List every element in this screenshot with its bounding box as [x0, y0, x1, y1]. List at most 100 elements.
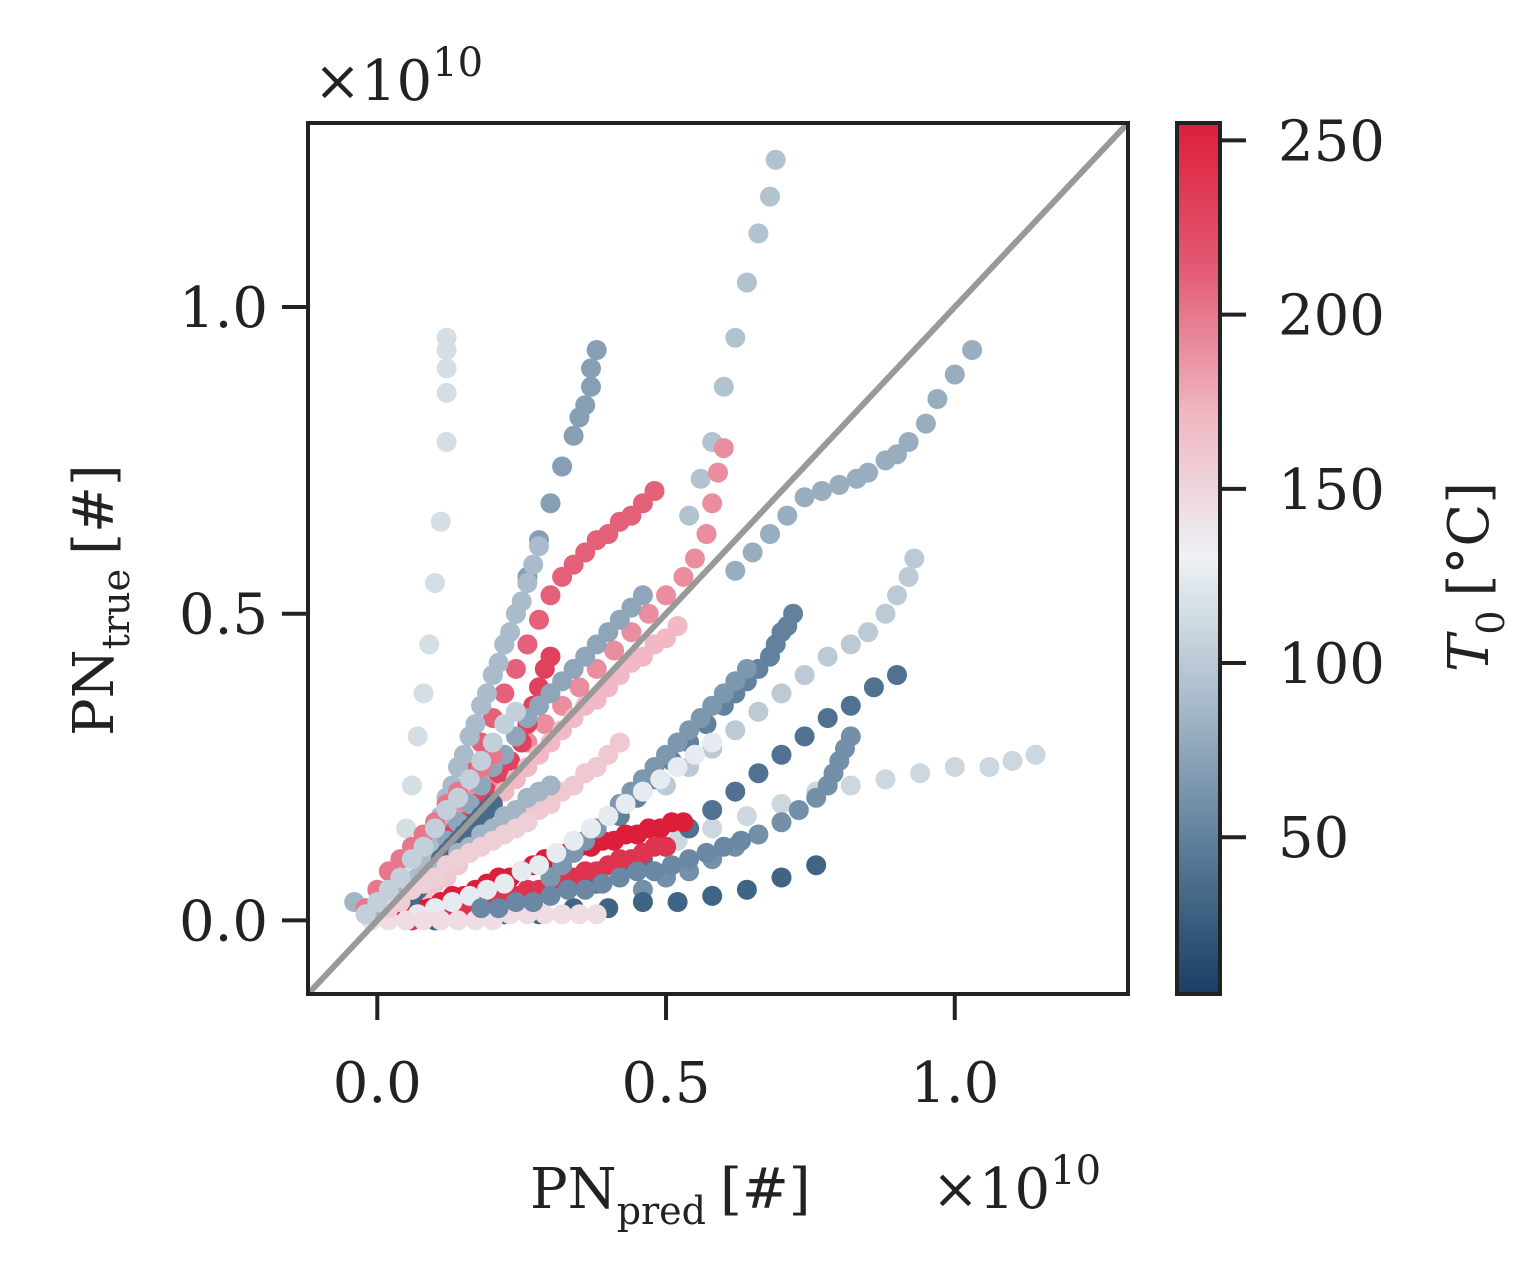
data-point [731, 830, 752, 851]
data-point [471, 750, 492, 771]
data-point [644, 861, 665, 882]
data-point [517, 634, 538, 655]
data-point [488, 898, 509, 919]
data-point [552, 566, 573, 587]
data-point [771, 793, 792, 814]
data-point [1025, 744, 1046, 765]
data-point [979, 757, 1000, 777]
x-axis-ticks: 0.0 0.5 1.0 [333, 994, 999, 1116]
data-point [459, 726, 480, 747]
y-tick-label: 1.0 [179, 276, 268, 341]
data-point [569, 904, 590, 925]
data-point [771, 867, 792, 888]
data-point [569, 677, 590, 698]
data-point [927, 389, 948, 409]
x-tick-label: 0.0 [333, 1051, 422, 1116]
data-point [552, 456, 573, 477]
data-point [505, 892, 526, 912]
data-point [511, 861, 532, 882]
data-point [748, 824, 769, 845]
data-point [494, 634, 515, 655]
data-point [552, 904, 573, 925]
data-point [1002, 750, 1023, 771]
data-point [419, 634, 440, 655]
data-point [540, 885, 561, 906]
data-point [771, 812, 792, 833]
data-point [713, 376, 734, 397]
data-point [575, 879, 596, 900]
data-point [477, 879, 497, 900]
data-point [725, 720, 746, 741]
data-point [598, 806, 619, 827]
data-point [609, 867, 630, 888]
data-point [615, 793, 636, 814]
data-point [592, 873, 613, 894]
identity-reference-line [308, 123, 1128, 994]
data-point [915, 413, 936, 434]
data-point [760, 524, 780, 544]
data-point [736, 879, 757, 900]
data-point [494, 683, 515, 704]
data-point [742, 542, 763, 563]
data-point [765, 149, 786, 170]
data-point [534, 658, 555, 679]
data-point [627, 861, 648, 882]
data-point [673, 566, 694, 587]
data-point [713, 836, 734, 857]
data-point [829, 474, 850, 495]
data-point [875, 450, 896, 471]
data-point [777, 505, 798, 526]
data-point [661, 855, 682, 876]
data-point [471, 898, 492, 919]
data-point [863, 677, 884, 698]
data-point [840, 695, 861, 716]
data-point [904, 548, 925, 569]
data-point [702, 493, 723, 514]
data-point [944, 757, 965, 777]
data-point [650, 769, 671, 790]
data-point [771, 683, 792, 704]
data-point [702, 818, 723, 839]
data-point [696, 524, 717, 544]
data-point [840, 775, 861, 796]
data-point [505, 658, 526, 679]
data-point [638, 603, 659, 624]
data-point [840, 634, 861, 655]
data-point [482, 732, 503, 753]
colorbar-ticks: 50 100 150 200 250 [1220, 109, 1385, 871]
data-point [887, 665, 907, 685]
data-point [817, 646, 838, 667]
data-point [690, 468, 711, 489]
data-point [736, 272, 757, 293]
x-axis-label: PNpred [#] [530, 1157, 811, 1233]
data-point [725, 781, 746, 802]
x-multiplier: ×1010 [932, 1148, 1101, 1222]
data-point [557, 879, 578, 900]
data-point [725, 327, 746, 348]
data-point [563, 425, 584, 446]
data-point [569, 407, 590, 428]
data-point [875, 603, 896, 624]
data-point [962, 340, 983, 360]
data-point [396, 910, 417, 931]
x-tick-label: 0.5 [621, 1051, 710, 1116]
data-point [430, 511, 451, 532]
colorbar-tick-label: 200 [1278, 284, 1385, 349]
data-point [910, 763, 931, 784]
data-point [667, 892, 688, 912]
data-point [448, 910, 469, 931]
data-point [413, 683, 434, 704]
data-point [748, 701, 769, 722]
data-point [684, 548, 705, 569]
plot-frame [306, 121, 1130, 996]
data-point [529, 855, 549, 876]
data-point [563, 830, 584, 851]
data-point [494, 714, 515, 735]
data-point [725, 560, 746, 581]
data-point [858, 622, 879, 643]
data-point [534, 714, 555, 735]
data-point [944, 364, 965, 385]
data-point [436, 432, 457, 452]
data-point [794, 726, 815, 747]
